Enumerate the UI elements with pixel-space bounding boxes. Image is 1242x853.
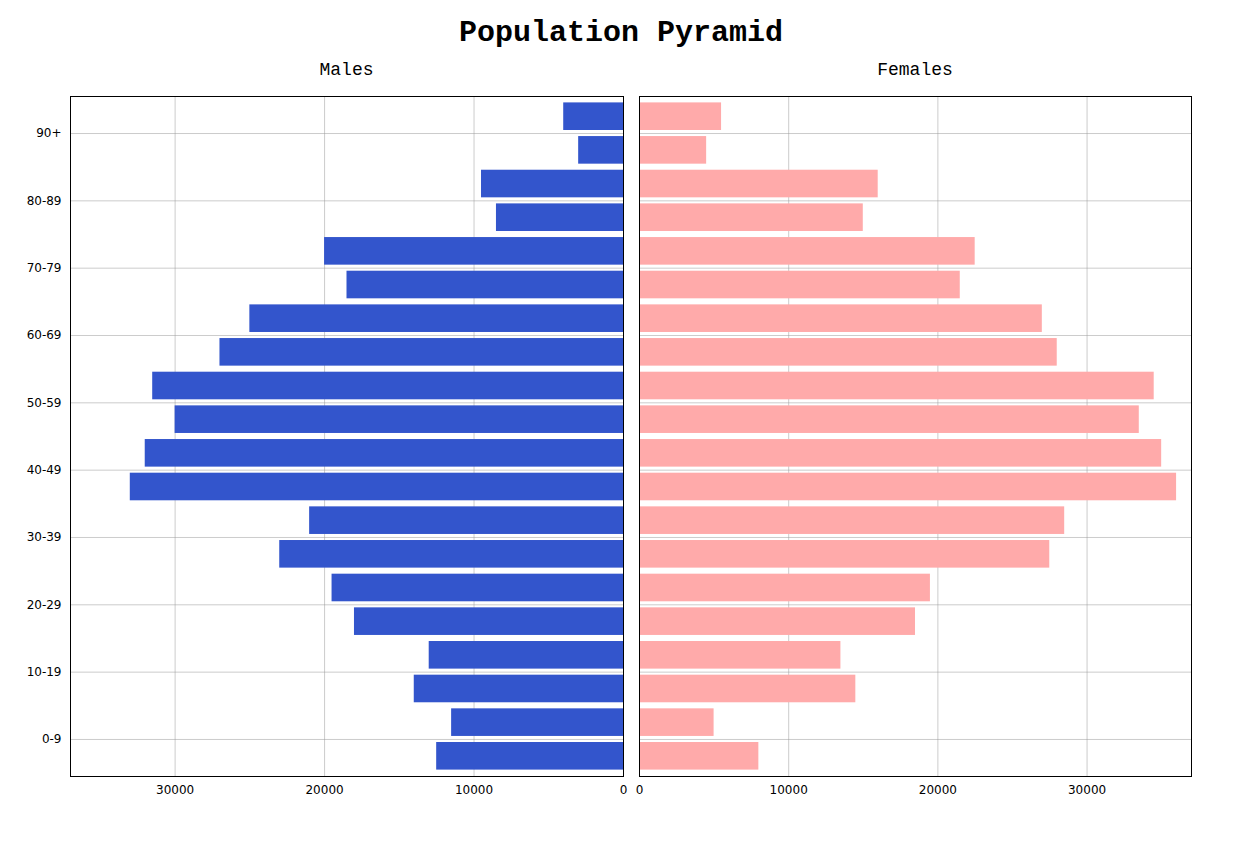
html-text:Males: Males	[319, 60, 374, 80]
svg-text:20000: 20000	[919, 783, 957, 797]
svg-text:20-29: 20-29	[27, 598, 62, 612]
html-text:Population Pyramid: Population Pyramid	[459, 16, 783, 50]
svg-text:80-89: 80-89	[27, 194, 62, 208]
html-text:Females: Females	[877, 60, 953, 80]
svg-text:90+: 90+	[36, 126, 61, 140]
svg-text:0-9: 0-9	[42, 732, 62, 746]
svg-text:30000: 30000	[156, 783, 194, 797]
svg-text:10000: 10000	[770, 783, 808, 797]
svg-text:40-49: 40-49	[27, 463, 62, 477]
svg-text:70-79: 70-79	[27, 261, 62, 275]
svg-text:30-39: 30-39	[27, 530, 62, 544]
svg-text:50-59: 50-59	[27, 396, 62, 410]
svg-text:30000: 30000	[1068, 783, 1106, 797]
svg-text:10000: 10000	[455, 783, 493, 797]
svg-text:20000: 20000	[305, 783, 343, 797]
svg-text:0: 0	[620, 783, 628, 797]
svg-text:0: 0	[636, 783, 644, 797]
svg-text:60-69: 60-69	[27, 328, 62, 342]
svg-text:10-19: 10-19	[27, 665, 62, 679]
